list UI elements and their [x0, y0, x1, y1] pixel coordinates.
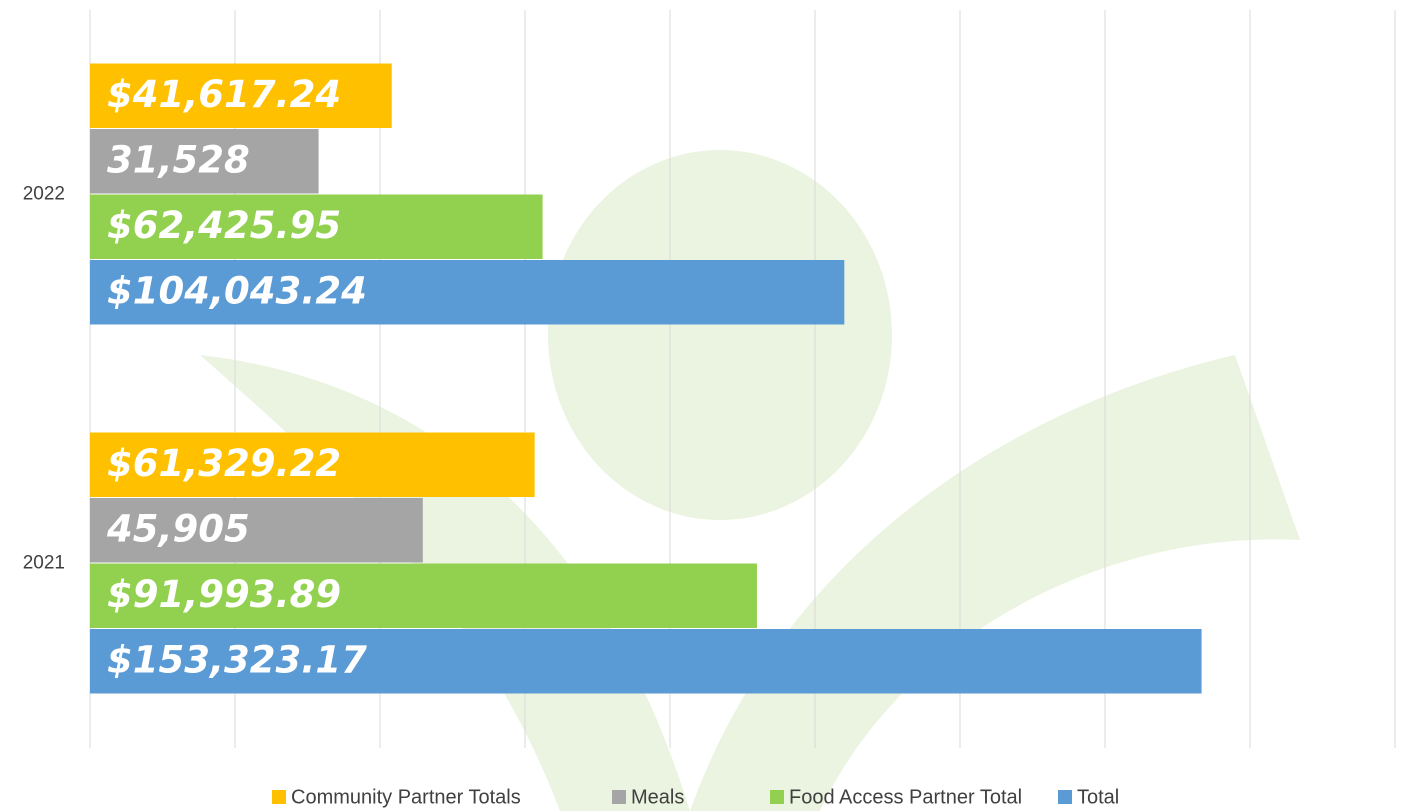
value-label: $61,329.22 [107, 442, 341, 485]
value-label: $41,617.24 [107, 73, 341, 116]
legend-label: Community Partner Totals [291, 786, 521, 808]
legend-swatch [1058, 790, 1072, 804]
category-label: 2022 [23, 184, 65, 205]
legend-swatch [272, 790, 286, 804]
value-label: $153,323.17 [107, 638, 367, 681]
value-label: $104,043.24 [107, 269, 367, 312]
legend-swatch [612, 790, 626, 804]
legend-label: Food Access Partner Total [789, 786, 1022, 808]
legend-label: Meals [631, 786, 684, 808]
value-label: 31,528 [107, 138, 250, 181]
value-label: $91,993.89 [107, 573, 341, 616]
legend-swatch [770, 790, 784, 804]
value-label: $62,425.95 [107, 204, 341, 247]
legend-label: Total [1077, 786, 1119, 808]
value-label: 45,905 [106, 507, 250, 550]
page: {"chart_data": {"type": "bar", "orientat… [0, 0, 1402, 811]
chart: 2022 $41,617.24 31,528 $62,425.95 $104,043.2… [0, 0, 1402, 811]
category-label: 2021 [23, 553, 65, 574]
